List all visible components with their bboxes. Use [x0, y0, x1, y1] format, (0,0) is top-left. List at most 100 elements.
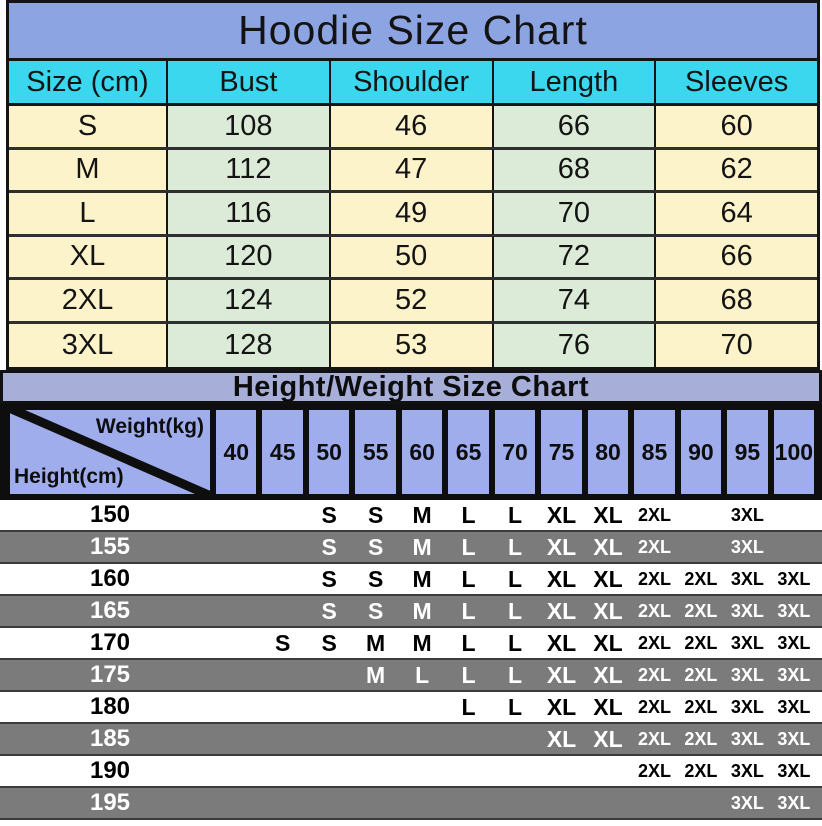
size-value-cell: XL: [593, 693, 623, 720]
diagonal-divider-line: [10, 410, 210, 494]
height-label-cell: 180: [89, 693, 131, 720]
measurement-cell: 60: [654, 106, 817, 147]
size-value-cell: 3XL: [777, 696, 811, 717]
size-value-cell: XL: [546, 565, 577, 592]
size-table-row: S 108 46 66 60: [9, 106, 817, 150]
size-value-cell: S: [367, 501, 384, 528]
height-label-cell: 170: [89, 629, 131, 656]
size-value-cell: 3XL: [730, 696, 764, 717]
size-value-cell: 3XL: [777, 728, 811, 749]
size-value-cell: XL: [546, 597, 577, 624]
hw-table-row: 180 L L XL XL 2XL 2XL 3XL 3XL: [0, 692, 822, 724]
measurement-cell: 49: [328, 193, 492, 234]
measurement-cell: 66: [491, 106, 655, 147]
measurement-cell: 112: [166, 149, 329, 190]
measurement-cell: 68: [491, 149, 655, 190]
size-value-cell: S: [321, 501, 337, 528]
size-value-cell: M: [366, 661, 386, 688]
height-label-cell: 155: [89, 533, 131, 560]
corner-cell: Weight(kg) Height(cm): [10, 410, 210, 494]
size-value-cell: S: [321, 629, 337, 656]
size-value-cell: 3XL: [777, 792, 811, 813]
size-value-cell: M: [412, 597, 432, 624]
size-value-cell: S: [367, 597, 384, 624]
height-weight-title: Height/Weight Size Chart: [0, 370, 822, 404]
size-value-cell: 3XL: [777, 600, 811, 621]
size-column-header: Shoulder: [328, 61, 492, 103]
size-value-cell: L: [508, 597, 523, 624]
size-value-cell: S: [275, 629, 291, 656]
size-value-cell: S: [321, 597, 337, 624]
size-value-cell: L: [508, 501, 523, 528]
size-value-cell: 2XL: [684, 696, 718, 717]
measurement-cell: 74: [491, 280, 655, 321]
measurement-cell: 64: [654, 193, 817, 234]
hw-table-row: 185 XL XL 2XL 2XL 3XL 3XL: [0, 724, 822, 756]
size-column-header: Size (cm): [26, 65, 149, 98]
size-value-cell: L: [461, 501, 476, 528]
size-table-row: M 112 47 68 62: [9, 149, 817, 193]
hw-table-row: 150 S S M L L XL XL 2XL 3XL: [0, 500, 822, 532]
size-value-cell: XL: [546, 693, 577, 720]
size-value-cell: XL: [593, 661, 623, 688]
size-value-cell: XL: [593, 629, 623, 656]
size-value-cell: L: [461, 693, 476, 720]
size-value-cell: L: [508, 629, 523, 656]
size-value-cell: 3XL: [730, 504, 764, 525]
hw-table-body: 150 S S M L L XL XL 2XL 3XL 155 S S M L L XL XL 2XL 3XL 160 S…: [0, 500, 822, 820]
measurement-cell: 76: [491, 323, 655, 367]
size-column-header: Bust: [166, 61, 329, 103]
measurement-cell: 62: [654, 149, 817, 190]
size-label-cell: L: [9, 193, 166, 234]
size-value-cell: 3XL: [730, 664, 764, 685]
size-column-header: Sleeves: [654, 61, 817, 103]
size-value-cell: L: [461, 597, 476, 624]
weight-header-cell: 55: [355, 410, 396, 494]
measurement-cell: 70: [654, 323, 817, 367]
hw-table-row: 165 S S M L L XL XL 2XL 2XL 3XL 3XL: [0, 596, 822, 628]
height-axis-label: Height(cm): [14, 465, 124, 488]
measurement-cell: 108: [166, 106, 329, 147]
measurement-cell: 116: [166, 193, 329, 234]
measurement-cell: 72: [491, 236, 655, 277]
hw-table-row: 190 2XL 2XL 3XL 3XL: [0, 756, 822, 788]
weight-axis-label: Weight(kg): [95, 415, 204, 438]
hw-table-row: 160 S S M L L XL XL 2XL 2XL 3XL 3XL: [0, 564, 822, 596]
weight-header-cell: 70: [494, 410, 536, 494]
size-value-cell: 3XL: [730, 728, 764, 749]
measurement-cell: 68: [654, 280, 817, 321]
height-label-cell: 150: [89, 501, 131, 528]
size-value-cell: XL: [593, 533, 623, 560]
height-label-cell: 160: [89, 565, 131, 592]
size-value-cell: XL: [546, 533, 577, 560]
measurement-cell: 128: [166, 323, 329, 367]
size-table-row: 3XL 128 53 76 70: [9, 323, 817, 367]
size-column-header: Length: [491, 61, 655, 103]
height-label-cell: 190: [89, 757, 131, 784]
height-label-cell: 195: [89, 789, 131, 816]
weight-header-cell: 90: [680, 410, 722, 494]
size-value-cell: L: [508, 661, 523, 688]
size-value-cell: S: [367, 565, 384, 592]
size-value-cell: M: [412, 501, 432, 528]
weight-header-cell: 80: [587, 410, 629, 494]
measurement-cell: 52: [328, 280, 492, 321]
size-value-cell: L: [415, 661, 430, 688]
size-value-cell: XL: [593, 501, 623, 528]
measurement-cell: 124: [166, 280, 329, 321]
size-value-cell: 2XL: [684, 632, 718, 653]
size-value-cell: L: [508, 693, 523, 720]
measurement-cell: 47: [328, 149, 492, 190]
weight-header-cells: 40 45 50 55 60 65 70 75 80 85 90 95 100: [216, 410, 815, 494]
size-value-cell: M: [366, 629, 386, 656]
size-value-cell: 2XL: [637, 632, 671, 653]
size-table-row: XL 120 50 72 66: [9, 236, 817, 280]
size-value-cell: 2XL: [637, 664, 671, 685]
size-value-cell: 3XL: [777, 664, 811, 685]
size-chart-title: Hoodie Size Chart: [9, 3, 817, 61]
size-value-cell: 3XL: [730, 536, 764, 557]
size-value-cell: 3XL: [777, 760, 811, 781]
size-value-cell: 2XL: [637, 600, 671, 621]
weight-header-row: Weight(kg) Height(cm) 40 45 50 55 60 65 70 75 80…: [0, 404, 822, 500]
